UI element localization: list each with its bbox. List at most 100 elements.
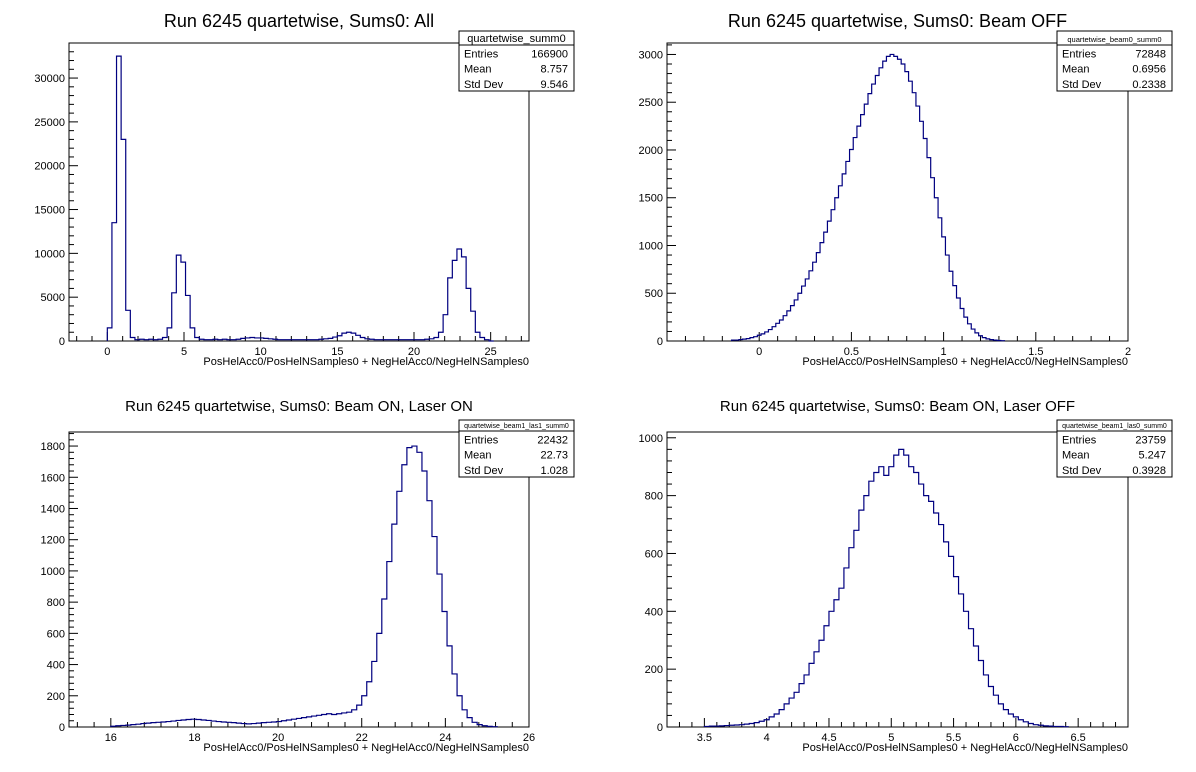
- histogram-bin: [261, 723, 266, 727]
- histogram-bin: [931, 178, 935, 341]
- histogram-bin: [135, 340, 140, 341]
- histogram-bin: [167, 328, 172, 341]
- histogram-bin: [816, 253, 820, 341]
- histogram-bin: [333, 337, 338, 341]
- histogram-bin: [227, 340, 232, 341]
- histogram-bin: [734, 725, 739, 727]
- y-tick-label: 2000: [639, 145, 663, 157]
- histogram-bin: [199, 339, 204, 341]
- histogram-bin: [1058, 726, 1063, 727]
- histogram-bin: [372, 661, 377, 727]
- x-tick-label: 1.5: [1028, 346, 1043, 358]
- histogram-bin: [305, 340, 310, 341]
- histogram-bin: [201, 720, 206, 727]
- y-tick-label: 0: [657, 336, 663, 348]
- histogram-bin: [287, 340, 292, 341]
- histogram-bin: [861, 115, 865, 341]
- histogram-bin: [383, 340, 388, 341]
- histogram-bin: [255, 338, 260, 341]
- histogram-bin: [425, 339, 430, 341]
- histogram-bin: [181, 720, 186, 727]
- stats-label-entries: Entries: [1062, 434, 1097, 446]
- histogram-bin: [824, 232, 828, 341]
- histogram-bin: [452, 674, 457, 727]
- histogram-bin: [879, 467, 884, 727]
- histogram-bin: [776, 323, 780, 341]
- stats-box-frame: [458, 419, 575, 478]
- histogram-bin: [121, 725, 126, 727]
- histogram-bin: [471, 311, 476, 341]
- histogram-bin: [968, 324, 972, 341]
- plot-frame: [68, 431, 530, 728]
- histogram-bin: [166, 722, 171, 727]
- y-tick-label: 600: [645, 548, 663, 560]
- stats-box-frame: [1056, 30, 1173, 92]
- stats-value-entries: 166900: [531, 48, 568, 60]
- histogram-bin: [939, 525, 944, 727]
- panel-title: Run 6245 quartetwise, Sums0: Beam ON, La…: [720, 398, 1075, 415]
- histogram-bin: [805, 279, 809, 341]
- x-tick-label: 4.5: [821, 732, 836, 744]
- histogram-bin: [172, 293, 177, 341]
- histogram-bin: [975, 333, 979, 341]
- histogram-bin: [783, 316, 787, 341]
- histogram-bin: [787, 311, 791, 341]
- histogram-bin: [927, 158, 931, 341]
- histogram-bin: [875, 75, 879, 341]
- histogram-bin: [774, 714, 779, 727]
- histogram-bin: [868, 94, 872, 341]
- histogram-bin: [447, 646, 452, 727]
- histogram-bin: [1053, 726, 1058, 727]
- histogram-bin: [301, 340, 306, 341]
- histogram-bin: [764, 720, 769, 727]
- histogram-bin: [195, 337, 200, 341]
- y-tick-label: 1800: [41, 441, 65, 453]
- histogram-bin: [276, 722, 281, 727]
- stats-box-frame: [1056, 419, 1173, 478]
- histogram-bin: [802, 286, 806, 341]
- histogram-bin: [416, 340, 421, 341]
- plot-frame: [666, 431, 1129, 728]
- histogram-bin: [894, 455, 899, 727]
- histogram-bin: [296, 718, 301, 727]
- histogram-bin: [196, 720, 201, 727]
- histogram-bin: [813, 262, 817, 341]
- histogram-bin: [281, 721, 286, 727]
- stats-box: quartetwise_beam1_las1_summ0 Entries 22432…: [458, 419, 575, 478]
- histogram-bin: [397, 491, 402, 727]
- x-tick-label: 6: [1013, 732, 1019, 744]
- histogram-panel-all: Run 6245 quartetwise, Sums0: All 0 5 10 15 20…: [34, 11, 575, 368]
- histogram-bin: [957, 298, 961, 341]
- plot-frame: [666, 42, 1129, 342]
- histogram-bin: [1008, 714, 1013, 727]
- histogram-bin: [392, 524, 397, 727]
- y-tick-label: 2500: [639, 97, 663, 109]
- histogram-bin: [467, 718, 472, 727]
- stats-value-mean: 8.757: [540, 64, 568, 76]
- histogram-bin: [769, 717, 774, 727]
- histogram-bin: [245, 338, 250, 341]
- histogram-bin: [909, 81, 913, 341]
- y-tick-label: 0: [657, 722, 663, 734]
- histogram-bin: [754, 337, 758, 341]
- histogram-bin: [765, 332, 769, 341]
- histogram-bin: [1043, 726, 1048, 727]
- histogram-bin: [909, 467, 914, 727]
- stats-value-mean: 5.247: [1138, 450, 1166, 462]
- histogram-bin: [714, 726, 719, 727]
- histogram-bin: [904, 455, 909, 727]
- histogram-bin: [779, 320, 783, 341]
- histogram-bin: [191, 719, 196, 727]
- histogram-bin: [859, 510, 864, 727]
- histogram-bin: [204, 340, 209, 341]
- panel-title: Run 6245 quartetwise, Sums0: All: [164, 11, 434, 31]
- x-tick-label: 24: [439, 732, 451, 744]
- histogram-bin: [964, 317, 968, 341]
- y-tick-label: 1000: [639, 240, 663, 252]
- histogram-bin: [406, 340, 411, 341]
- histogram-bin: [307, 717, 312, 727]
- histogram-bin: [322, 715, 327, 727]
- histogram-bin: [854, 530, 859, 727]
- histogram-bin: [942, 237, 946, 341]
- x-tick-label: 25: [485, 346, 497, 358]
